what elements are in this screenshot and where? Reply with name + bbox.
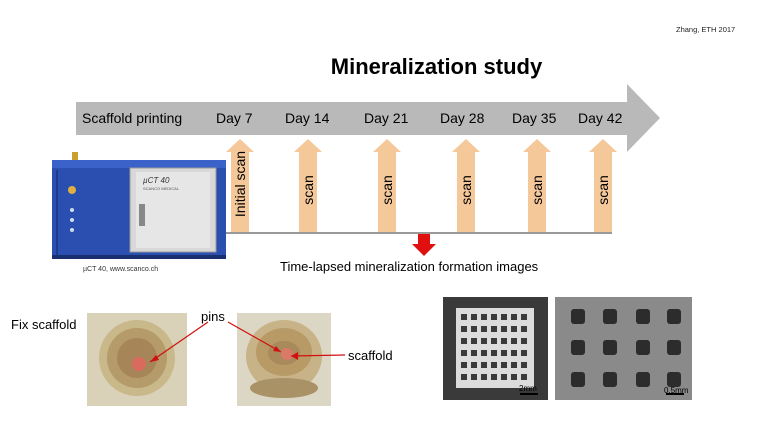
- scan-arrow-1: [226, 139, 254, 232]
- scan-label-day42: scan: [595, 175, 611, 205]
- scan-label-day14: scan: [300, 175, 316, 205]
- fix-scaffold-label: Fix scaffold: [11, 317, 77, 332]
- photo-scaffold-pins: [237, 313, 331, 406]
- sem-scale-1: 2mm: [519, 384, 537, 393]
- red-down-arrow: [412, 234, 436, 256]
- slide-title: Mineralization study: [330, 54, 543, 79]
- stage-day-35: Day 35: [512, 110, 557, 126]
- sem-image-2: [555, 297, 692, 400]
- stage-scaffold-printing: Scaffold printing: [82, 110, 183, 126]
- scan-arrow-6: [589, 139, 617, 232]
- scan-label-initial: Initial scan: [232, 150, 248, 218]
- scan-label-day21: scan: [379, 175, 395, 205]
- photo-fix-scaffold: [87, 313, 187, 406]
- scan-arrow-5: [523, 139, 551, 232]
- scaffold-label: scaffold: [348, 348, 393, 363]
- scan-label-day35: scan: [529, 175, 545, 205]
- scan-arrow-4: [452, 139, 480, 232]
- scan-arrows: [226, 139, 617, 232]
- stage-day-28: Day 28: [440, 110, 485, 126]
- sem-image-1: [443, 297, 548, 400]
- scan-arrow-2: [294, 139, 322, 232]
- scaffold-pointer: [290, 354, 346, 357]
- uct-device-image: [52, 152, 226, 259]
- scan-arrow-3: [373, 139, 401, 232]
- images-caption: Time-lapsed mineralization formation ima…: [280, 259, 539, 274]
- stage-day-42: Day 42: [578, 110, 623, 126]
- sem-scale-2: 0.5mm: [664, 386, 689, 395]
- credit-text: Zhang, ETH 2017: [676, 25, 736, 34]
- stage-day-14: Day 14: [285, 110, 330, 126]
- device-panel-label: µCT 40: [143, 176, 170, 185]
- stage-day-21: Day 21: [364, 110, 409, 126]
- device-brand: SCANCO MEDICAL: [143, 186, 180, 191]
- pins-pointer-1: [149, 321, 209, 363]
- timeline-arrow: [76, 84, 660, 152]
- stage-day-7: Day 7: [216, 110, 253, 126]
- pins-pointer-2: [227, 321, 282, 353]
- device-caption: µCT 40, www.scanco.ch: [83, 266, 159, 273]
- pins-label: pins: [201, 309, 225, 324]
- scan-label-day28: scan: [458, 175, 474, 205]
